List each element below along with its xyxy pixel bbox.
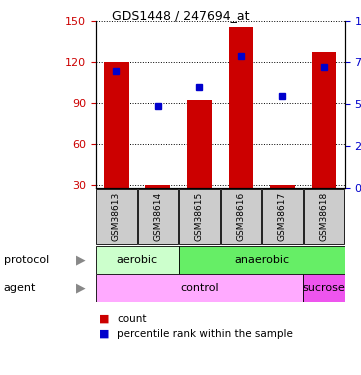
Text: GSM38614: GSM38614: [153, 192, 162, 241]
Text: percentile rank within the sample: percentile rank within the sample: [117, 329, 293, 339]
Text: sucrose: sucrose: [303, 283, 345, 293]
Bar: [303, 274, 345, 302]
Bar: [96, 274, 303, 302]
Text: ▶: ▶: [77, 281, 86, 294]
Text: GSM38618: GSM38618: [319, 192, 329, 241]
Bar: [312, 52, 336, 188]
Bar: [187, 100, 212, 188]
Text: count: count: [117, 314, 147, 324]
Text: protocol: protocol: [4, 255, 49, 265]
Bar: [304, 189, 344, 244]
Text: agent: agent: [4, 283, 36, 293]
Text: aerobic: aerobic: [117, 255, 158, 265]
Text: control: control: [180, 283, 219, 293]
Text: GDS1448 / 247694_at: GDS1448 / 247694_at: [112, 9, 249, 22]
Bar: [179, 189, 220, 244]
Bar: [96, 246, 179, 274]
Bar: [138, 189, 178, 244]
Bar: [270, 185, 295, 188]
Bar: [179, 246, 345, 274]
Bar: [104, 62, 129, 188]
Text: GSM38615: GSM38615: [195, 192, 204, 241]
Bar: [221, 189, 261, 244]
Text: anaerobic: anaerobic: [234, 255, 289, 265]
Bar: [145, 185, 170, 188]
Text: ■: ■: [99, 329, 110, 339]
Bar: [229, 27, 253, 188]
Text: ▶: ▶: [77, 253, 86, 266]
Bar: [96, 189, 137, 244]
Text: GSM38613: GSM38613: [112, 192, 121, 241]
Text: GSM38616: GSM38616: [236, 192, 245, 241]
Text: ■: ■: [99, 314, 110, 324]
Bar: [262, 189, 303, 244]
Text: GSM38617: GSM38617: [278, 192, 287, 241]
